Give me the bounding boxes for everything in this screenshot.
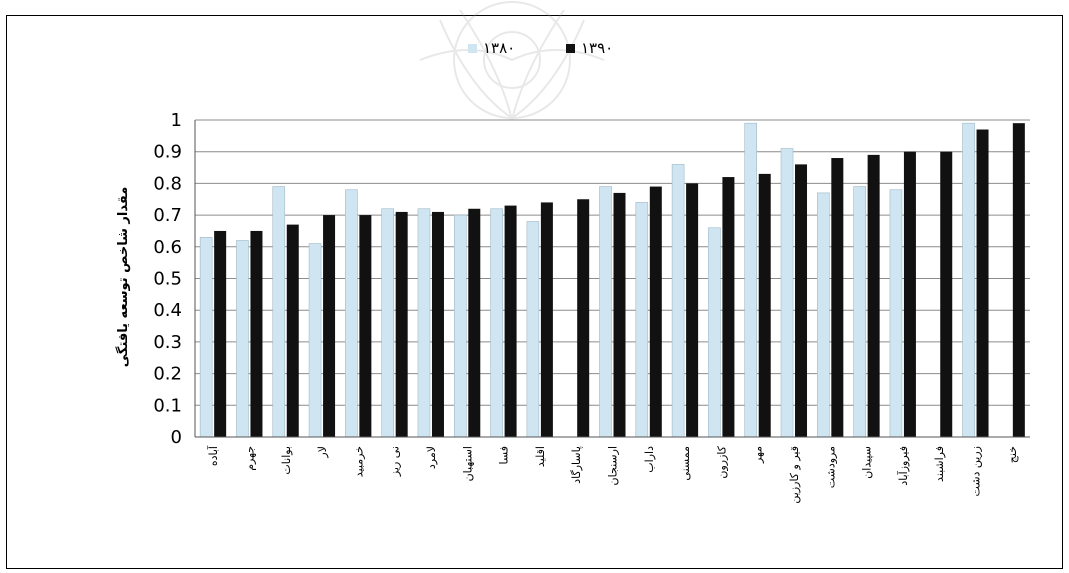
bar-series-1-10: [526, 221, 540, 438]
bar-series-2-1: [214, 230, 227, 437]
legend-label-series-2: ۱۳۹۰: [581, 39, 613, 57]
y-tick-label: 0.9: [153, 142, 182, 163]
x-category-label: مرودشت: [824, 446, 837, 488]
y-axis-label: مقدار شاخص توسعه یافتگی: [115, 187, 131, 368]
bar-series-1-12: [599, 186, 612, 438]
bar-series-2-7: [431, 211, 444, 437]
bar-series-1-7: [417, 208, 431, 438]
y-tick-label: 1: [171, 110, 182, 131]
bar-series-2-12: [613, 192, 626, 437]
x-category-label: ممسنی: [679, 446, 692, 481]
y-tick-label: 0.4: [153, 300, 182, 321]
x-category-label: قیر و کارزین: [788, 446, 801, 504]
bar-series-2-10: [540, 202, 553, 437]
bar-series-2-4: [323, 215, 336, 437]
x-category-label: اقلید: [534, 446, 547, 467]
x-category-label: پاسارگاد: [570, 446, 583, 484]
y-tick-label: 0.1: [153, 395, 182, 416]
x-category-label: جهرم: [243, 446, 256, 471]
x-category-label: لامرد: [425, 446, 438, 469]
bar-series-1-5: [345, 189, 358, 438]
legend-swatch-series-1: [468, 44, 477, 53]
y-tick-label: 0.3: [153, 332, 182, 353]
bar-series-2-21: [940, 151, 953, 437]
x-category-label: آباده: [206, 445, 220, 466]
y-tick-label: 0.6: [153, 237, 182, 258]
x-axis-category-labels: آباده جهرم بوانات لار خرمبید نی ریز لامرد استهب…: [206, 445, 1019, 504]
bar-series-1-14: [671, 164, 685, 438]
bar-series-2-9: [504, 205, 517, 437]
bar-series-2-15: [722, 177, 735, 437]
bar-series-1-19: [853, 186, 866, 438]
bar-series-2-3: [286, 224, 299, 437]
x-category-label: فراشبند: [933, 446, 946, 482]
bar-series-2-13: [649, 186, 662, 437]
x-category-label: نی ریز: [389, 446, 402, 477]
x-category-label: استهبان: [461, 446, 474, 481]
bar-series-1-22: [962, 122, 975, 438]
x-category-label: داراب: [643, 446, 656, 473]
x-category-label: خرمبید: [352, 446, 365, 477]
bar-series-2-19: [867, 154, 880, 437]
bar-series-2-11: [577, 199, 590, 437]
bar-series-1-9: [490, 208, 503, 438]
bar-series-1-3: [272, 186, 286, 438]
x-category-label: زرین دشت: [970, 446, 983, 496]
bars: [199, 122, 1025, 438]
watermark-emblem: [419, 1, 605, 121]
y-tick-label: 0.7: [153, 205, 182, 226]
bar-series-1-18: [817, 192, 830, 438]
y-tick-label: 0: [171, 427, 182, 448]
bar-series-2-16: [758, 173, 771, 437]
x-category-label: ارسنجان: [607, 446, 620, 485]
bar-series-1-1: [199, 236, 213, 438]
bar-series-2-8: [468, 208, 481, 437]
y-tick-label: 0.8: [153, 173, 182, 194]
y-tick-label: 0.2: [153, 364, 182, 385]
bar-series-2-18: [831, 158, 844, 438]
x-category-label: فیروزآباد: [896, 446, 910, 486]
legend-swatch-series-2: [566, 44, 575, 53]
bar-series-1-13: [635, 202, 649, 438]
bar-series-2-23: [1012, 123, 1025, 438]
x-category-label: بوانات: [280, 446, 293, 475]
bar-series-2-20: [903, 151, 916, 437]
bar-series-1-6: [381, 208, 394, 438]
bar-series-2-5: [359, 215, 372, 437]
bar-series-1-17: [780, 148, 794, 438]
bar-series-2-14: [686, 183, 699, 437]
x-category-label: فسا: [498, 446, 511, 464]
bar-series-2-6: [395, 211, 408, 437]
x-category-label: مهر: [752, 446, 765, 464]
bar-series-1-4: [308, 243, 322, 438]
bar-series-2-17: [795, 164, 808, 437]
y-axis-ticks: 0 0.1 0.2 0.3 0.4 0.5 0.6 0.7 0.8 0.9 1: [153, 110, 182, 448]
bar-series-1-15: [708, 227, 721, 438]
bar-series-1-2: [236, 240, 249, 438]
y-tick-label: 0.5: [153, 269, 182, 290]
x-category-label: کازرون: [715, 445, 728, 478]
legend-label-series-1: ۱۳۸۰: [483, 39, 515, 57]
x-category-label: خنج: [1006, 446, 1019, 463]
x-category-label: لار: [316, 446, 329, 459]
bar-series-1-16: [744, 122, 758, 438]
bar-series-2-2: [250, 230, 263, 437]
bar-series-2-22: [976, 129, 989, 437]
bar-series-1-8: [453, 214, 467, 438]
chart-legend: ۱۳۸۰ ۱۳۹۰: [468, 39, 613, 57]
bar-series-1-20: [889, 189, 903, 438]
x-category-label: سپیدان: [861, 446, 874, 479]
